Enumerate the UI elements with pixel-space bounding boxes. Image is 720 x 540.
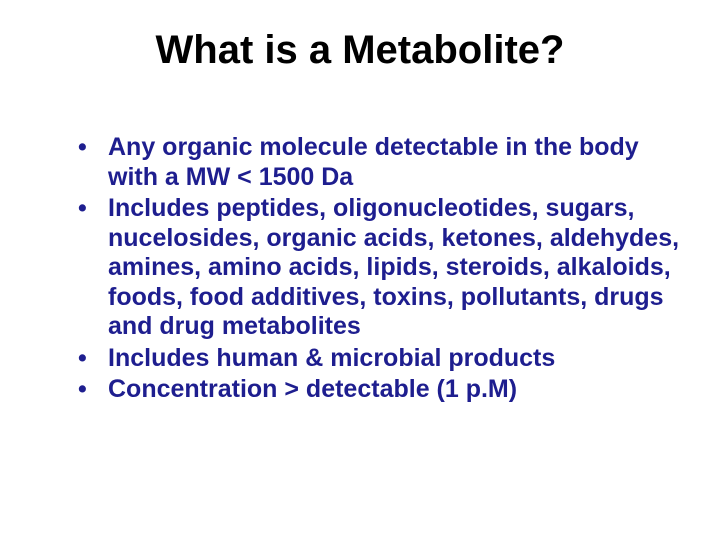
list-item: Includes human & microbial products bbox=[70, 344, 680, 374]
list-item: Concentration > detectable (1 p.M) bbox=[70, 375, 680, 405]
slide-title: What is a Metabolite? bbox=[40, 28, 680, 73]
bullet-list: Any organic molecule detectable in the b… bbox=[40, 133, 680, 405]
list-item: Includes peptides, oligonucleotides, sug… bbox=[70, 194, 680, 342]
list-item: Any organic molecule detectable in the b… bbox=[70, 133, 680, 192]
slide-container: What is a Metabolite? Any organic molecu… bbox=[0, 0, 720, 540]
